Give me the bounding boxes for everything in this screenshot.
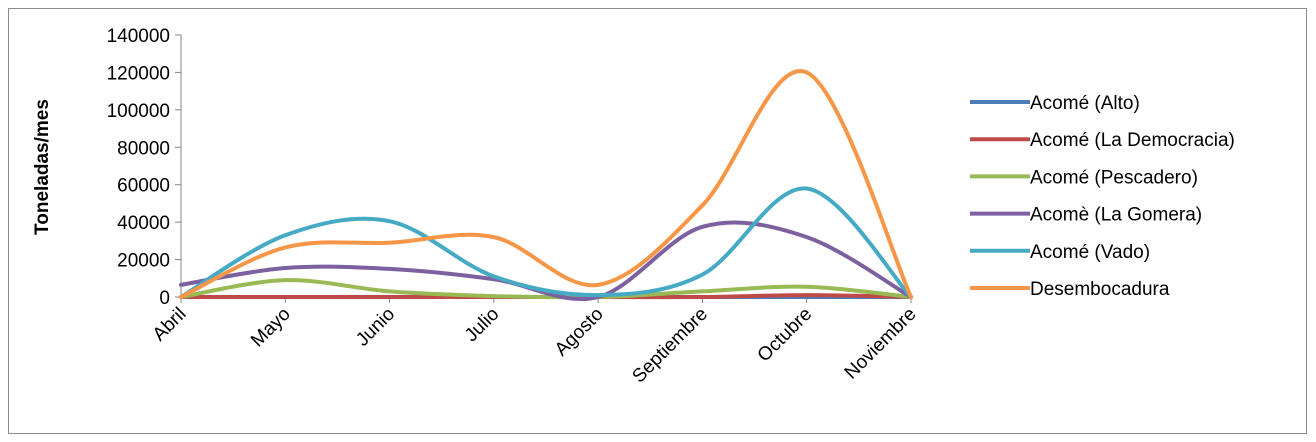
x-tick-label: Noviembre bbox=[841, 304, 921, 384]
y-tick-label: 140000 bbox=[107, 26, 170, 47]
y-tick-label: 60000 bbox=[117, 176, 170, 197]
x-tick-label: Mayo bbox=[247, 304, 295, 352]
y-tick-label: 100000 bbox=[107, 101, 170, 122]
legend-label: Acomé (Alto) bbox=[1030, 93, 1140, 114]
y-tick-label: 120000 bbox=[107, 63, 170, 84]
chart-area bbox=[8, 8, 1307, 434]
x-axis-ticks: Abril Mayo Junio Julio Agosto Septiembre Octub… bbox=[149, 297, 921, 387]
legend-label: Acomé (Vado) bbox=[1030, 242, 1150, 263]
x-tick-label: Septiembre bbox=[628, 304, 712, 388]
x-tick-label: Junio bbox=[352, 304, 399, 351]
legend-label: Acomè (La Gomera) bbox=[1030, 205, 1202, 226]
x-tick-label: Julio bbox=[461, 304, 503, 346]
series-lines bbox=[179, 69, 913, 302]
y-axis-ticks: 0 20000 40000 60000 80000 100000 120000 140000 bbox=[107, 26, 181, 309]
axes bbox=[180, 35, 911, 298]
y-tick-label: 0 bbox=[159, 288, 170, 309]
legend-entry: Acomé (La Democracia) bbox=[970, 130, 1235, 151]
y-tick-label: 20000 bbox=[117, 251, 170, 272]
legend: Acomé (Alto) Acomé (La Democracia) Acomé (… bbox=[970, 93, 1235, 300]
x-tick-label: Octubre bbox=[754, 304, 817, 367]
legend-entry: Acomè (La Gomera) bbox=[970, 205, 1202, 226]
legend-entry: Acomé (Alto) bbox=[970, 93, 1140, 114]
x-tick-label: Agosto bbox=[551, 304, 608, 361]
series-line-acom-pescadero bbox=[179, 278, 913, 300]
series-line-acom-la-gomera bbox=[179, 220, 913, 302]
legend-label: Acomé (La Democracia) bbox=[1030, 130, 1235, 151]
legend-entry: Desembocadura bbox=[970, 279, 1170, 300]
y-tick-label: 80000 bbox=[117, 138, 170, 159]
legend-entry: Acomé (Vado) bbox=[970, 242, 1150, 263]
series-line-desembocadura bbox=[179, 69, 913, 299]
y-axis-title: Toneladas/mes bbox=[32, 99, 53, 235]
y-tick-label: 40000 bbox=[117, 213, 170, 234]
legend-label: Acomé (Pescadero) bbox=[1030, 167, 1198, 188]
series-line-acom-vado bbox=[179, 186, 913, 299]
legend-entry: Acomé (Pescadero) bbox=[970, 167, 1198, 188]
legend-label: Desembocadura bbox=[1030, 279, 1170, 300]
x-tick-label: Abril bbox=[149, 304, 191, 346]
